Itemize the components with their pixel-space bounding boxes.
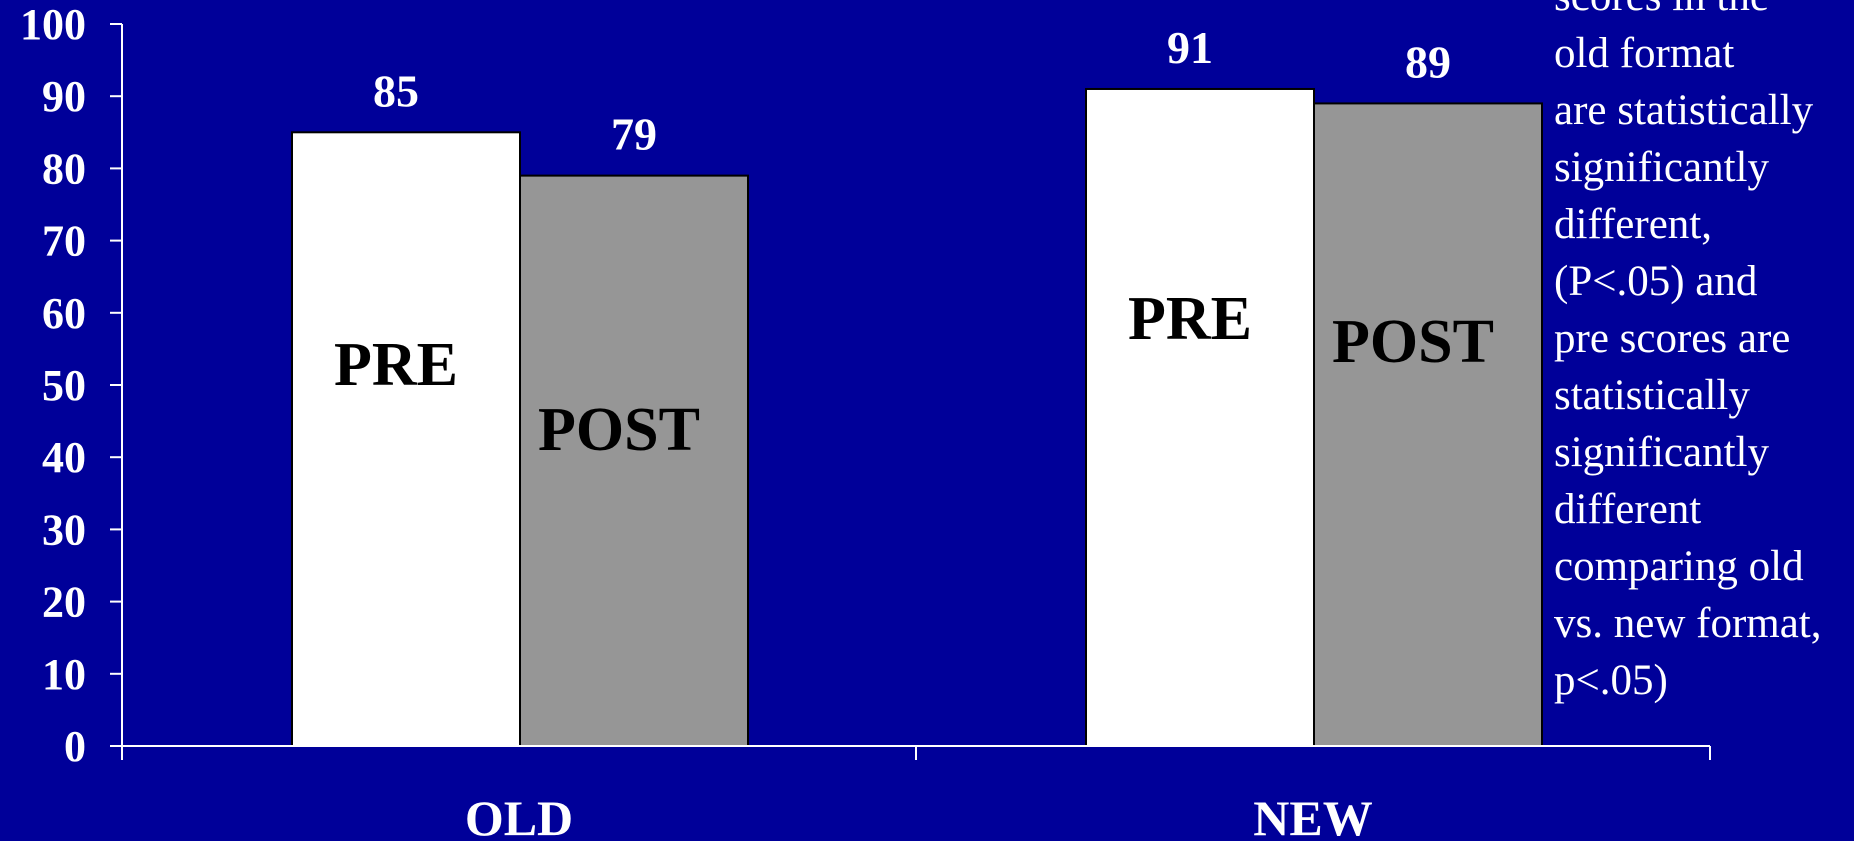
y-tick-label: 100 bbox=[20, 0, 86, 49]
annotation-line: old format bbox=[1554, 30, 1735, 77]
bar-post-new bbox=[1313, 102, 1543, 748]
annotation-line: statistically bbox=[1554, 372, 1750, 419]
bar-series-label-pre-old: PRE bbox=[334, 331, 458, 399]
annotation-line: are statistically bbox=[1554, 87, 1814, 134]
annotation-line: (P<.05) and bbox=[1554, 258, 1758, 305]
annotation-line: pre scores are bbox=[1554, 315, 1791, 362]
bar-series-label-pre-new: PRE bbox=[1128, 285, 1252, 353]
annotation-line: p<.05) bbox=[1554, 657, 1668, 704]
bar-series-label-post-new: POST bbox=[1332, 308, 1494, 376]
data-label-post-old: 79 bbox=[611, 109, 657, 160]
bar-series-label-post-old: POST bbox=[538, 396, 700, 464]
y-tick-label: 20 bbox=[42, 578, 86, 627]
significance-annotation: scores in the old format are statistically… bbox=[1554, 0, 1854, 709]
annotation-line: vs. new format, bbox=[1554, 600, 1822, 647]
bar-pre-new bbox=[1085, 87, 1315, 748]
annotation-line: significantly bbox=[1554, 144, 1769, 191]
bar-post-old bbox=[519, 174, 749, 747]
data-label-pre-old: 85 bbox=[373, 65, 419, 116]
annotation-line: significantly bbox=[1554, 429, 1769, 476]
y-tick-label: 70 bbox=[42, 217, 86, 266]
bar-pre-old bbox=[291, 131, 521, 748]
y-tick-label: 80 bbox=[42, 144, 86, 193]
annotation-line: comparing old bbox=[1554, 543, 1804, 590]
y-tick-label: 60 bbox=[42, 289, 86, 338]
y-tick-label: 50 bbox=[42, 361, 86, 410]
annotation-line: different, bbox=[1554, 201, 1712, 248]
x-tick-label-new: NEW bbox=[1253, 790, 1372, 841]
data-label-post-new: 89 bbox=[1405, 36, 1451, 87]
y-tick-label: 90 bbox=[42, 72, 86, 121]
y-tick-label: 40 bbox=[42, 433, 86, 482]
annotation-line: scores in the bbox=[1554, 0, 1854, 25]
y-tick-label: 0 bbox=[64, 722, 86, 771]
data-label-pre-new: 91 bbox=[1167, 22, 1213, 73]
y-tick-label: 10 bbox=[42, 650, 86, 699]
x-tick-label-old: OLD bbox=[465, 790, 573, 841]
y-tick-label: 30 bbox=[42, 505, 86, 554]
annotation-line: different bbox=[1554, 486, 1702, 533]
